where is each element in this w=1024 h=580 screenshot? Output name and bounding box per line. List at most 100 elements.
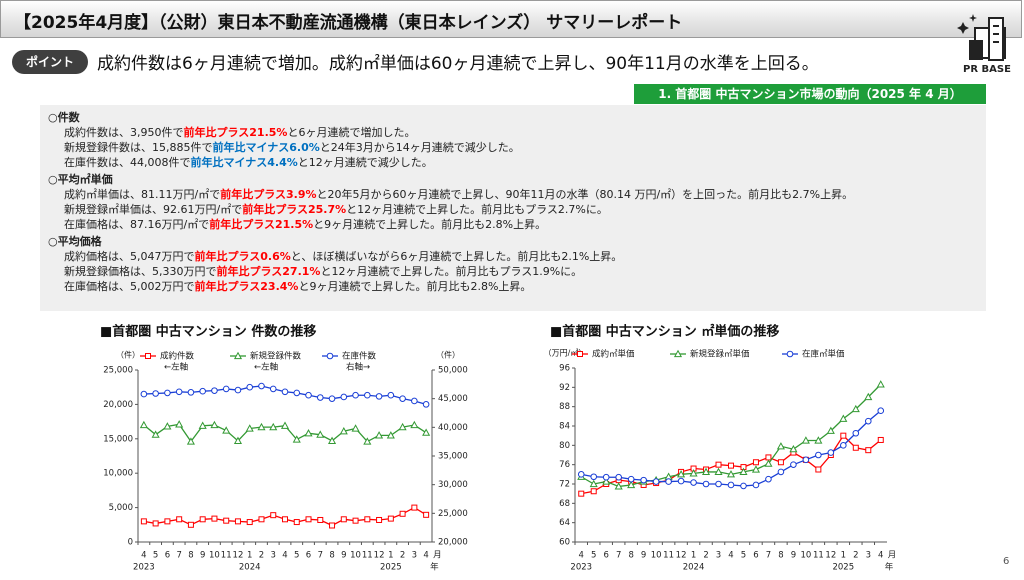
marker-circle bbox=[326, 352, 334, 360]
marker-triangle bbox=[614, 482, 623, 490]
x-unit: 月 bbox=[433, 551, 442, 561]
y-axis-unit: （件） bbox=[116, 350, 140, 360]
marker-triangle bbox=[398, 422, 407, 431]
x-tick-label: 1 bbox=[841, 551, 846, 561]
group-heading: ○平均㎡単価 bbox=[48, 173, 113, 186]
y-tick-label: 25,000 bbox=[103, 366, 133, 376]
year-label: 2023 bbox=[570, 563, 592, 573]
x-tick-label: 12 bbox=[233, 551, 244, 561]
marker-circle bbox=[627, 475, 635, 483]
x-tick-label: 8 bbox=[188, 551, 193, 561]
x-tick-label: 1 bbox=[247, 551, 252, 561]
marker-triangle bbox=[233, 351, 243, 360]
marker-circle bbox=[864, 417, 872, 425]
marker-circle bbox=[152, 390, 159, 397]
marker-triangle bbox=[327, 436, 337, 444]
x-tick-label: 7 bbox=[176, 551, 181, 561]
marker-circle bbox=[281, 388, 289, 396]
marker-triangle bbox=[864, 392, 873, 401]
year-label: 2025 bbox=[832, 563, 854, 573]
x-tick-label: 10 bbox=[209, 551, 220, 561]
body-text: 新規登録件数は、15,885件で bbox=[64, 141, 213, 154]
marker-triangle bbox=[751, 465, 761, 473]
marker-circle bbox=[140, 390, 148, 398]
marker-circle bbox=[702, 480, 710, 488]
x-tick-label: 11 bbox=[362, 551, 373, 561]
marker-square bbox=[223, 517, 230, 524]
marker-square bbox=[176, 516, 183, 523]
summary-line: 新規登録価格は、5,330万円で前年比プラス27.1%と12ヶ月連続で上昇した。… bbox=[48, 264, 978, 279]
page-number: 6 bbox=[1003, 556, 1010, 567]
marker-square bbox=[777, 459, 784, 466]
y2-tick-label: 40,000 bbox=[438, 423, 468, 433]
marker-square bbox=[399, 510, 406, 517]
marker-circle bbox=[590, 473, 598, 481]
marker-triangle bbox=[801, 436, 810, 444]
legend-label: 成約㎡単価 bbox=[592, 349, 635, 360]
marker-circle bbox=[258, 382, 265, 390]
year-label: 2025 bbox=[380, 563, 402, 573]
marker-circle bbox=[665, 478, 672, 485]
x-tick-label: 2 bbox=[703, 551, 708, 561]
section-label: 1. 首都圏 中古マンション市場の動向（2025 年 4 月） bbox=[634, 84, 986, 104]
y-tick-label: 64 bbox=[559, 518, 570, 528]
marker-square bbox=[578, 490, 585, 497]
marker-circle bbox=[577, 471, 585, 478]
marker-circle bbox=[364, 391, 371, 399]
body-text: 成約件数は、3,950件で bbox=[64, 126, 184, 139]
marker-triangle bbox=[269, 422, 278, 431]
x-tick-label: 5 bbox=[294, 551, 299, 561]
marker-triangle bbox=[233, 436, 243, 444]
marker-triangle bbox=[245, 424, 254, 432]
body-text: と、ほぼ横ばいながら6ヶ月連続で上昇した。前月比も2.1%上昇。 bbox=[290, 250, 623, 263]
x-tick-label: 12 bbox=[676, 551, 687, 561]
x-tick-label: 6 bbox=[165, 551, 170, 561]
summary-box: ○件数 成約件数は、3,950件で前年比プラス21.5%と6ヶ月連続で増加した。新… bbox=[40, 105, 986, 311]
x-unit: 月 bbox=[888, 551, 897, 561]
marker-square bbox=[590, 488, 597, 495]
marker-square bbox=[728, 462, 734, 469]
marker-square bbox=[577, 351, 583, 357]
marker-square bbox=[340, 516, 347, 523]
x-tick-label: 1 bbox=[388, 551, 393, 561]
x-tick-label: 3 bbox=[412, 551, 417, 561]
emphasis-text: 前年比プラス21.5% bbox=[183, 126, 288, 139]
chart-title: ■首都圏 中古マンション ㎡単価の推移 bbox=[550, 324, 779, 340]
y-tick-label: 20,000 bbox=[103, 400, 133, 410]
marker-circle bbox=[815, 451, 822, 459]
marker-triangle bbox=[739, 467, 748, 476]
marker-circle bbox=[387, 391, 395, 399]
marker-circle bbox=[269, 385, 277, 393]
summary-line: 成約㎡単価は、81.11万円/㎡で前年比プラス3.9%と20年5月から60ヶ月連… bbox=[48, 187, 978, 202]
y2-tick-label: 25,000 bbox=[438, 509, 468, 519]
marker-circle bbox=[211, 387, 218, 394]
body-text: と9ヶ月連続で上昇した。前月比も2.8%上昇。 bbox=[313, 218, 547, 231]
year-unit: 年 bbox=[430, 562, 439, 573]
summary-line: 在庫価格は、87.16万円/㎡で前年比プラス21.5%と9ヶ月連続で上昇した。前… bbox=[48, 217, 978, 232]
marker-triangle bbox=[163, 422, 172, 430]
marker-circle bbox=[727, 481, 735, 489]
marker-square bbox=[815, 466, 822, 473]
y-tick-label: 0 bbox=[128, 538, 133, 548]
y-tick-label: 72 bbox=[559, 480, 570, 490]
chart: ■首都圏 中古マンション 件数の推移 （件） （件） 0 5,000 10,000 15,0… bbox=[100, 324, 468, 573]
marker-square bbox=[852, 444, 859, 451]
marker-square bbox=[423, 511, 430, 518]
x-tick-label: 12 bbox=[374, 551, 385, 561]
summary-line: 在庫件数は、44,008件で前年比マイナス4.4%と12ヶ月連続で減少した。 bbox=[48, 155, 978, 170]
marker-circle bbox=[615, 473, 622, 481]
marker-triangle bbox=[292, 435, 301, 443]
y2-axis-unit: （件） bbox=[436, 350, 460, 360]
y-tick-label: 5,000 bbox=[109, 503, 133, 513]
marker-circle bbox=[827, 449, 835, 456]
marker-circle bbox=[164, 389, 171, 397]
legend-label: 在庫件数 bbox=[342, 351, 377, 362]
marker-circle bbox=[652, 478, 660, 485]
marker-square bbox=[715, 461, 722, 468]
marker-triangle bbox=[175, 420, 184, 428]
marker-circle bbox=[175, 388, 183, 396]
emphasis-text: 前年比プラス0.6% bbox=[194, 250, 291, 263]
x-tick-label: 5 bbox=[741, 551, 746, 561]
marker-triangle bbox=[714, 467, 723, 476]
